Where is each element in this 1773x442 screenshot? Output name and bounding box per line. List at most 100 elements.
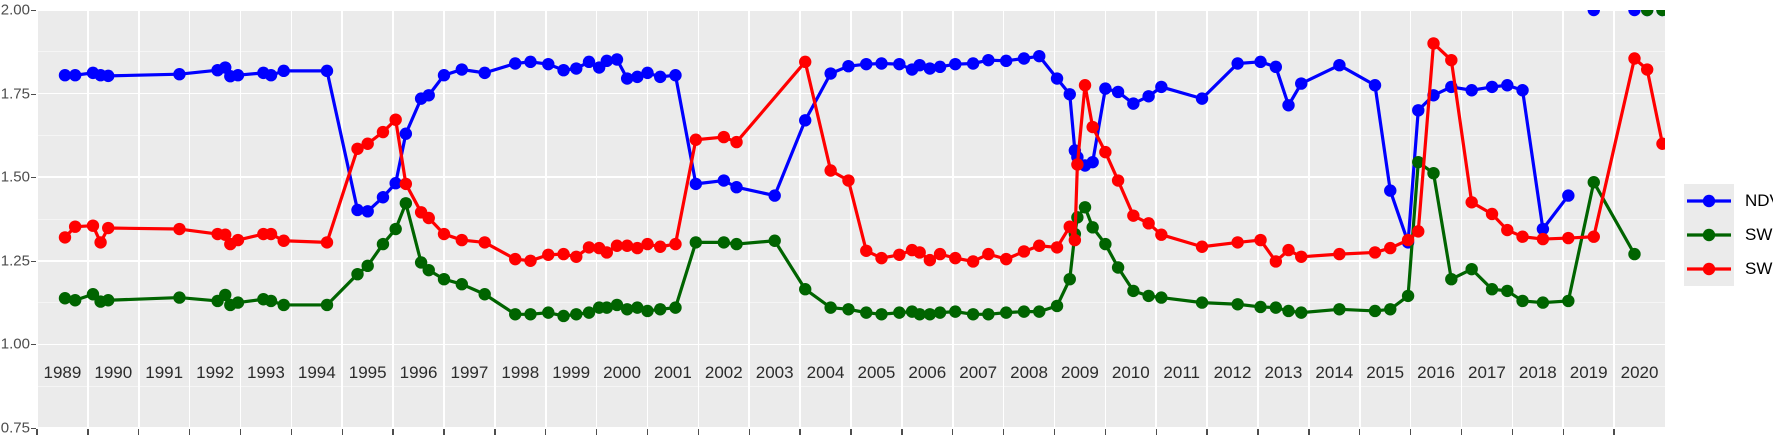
gridline-vertical [646, 10, 649, 428]
data-point [231, 296, 245, 309]
gridline-vertical [1104, 10, 1107, 428]
data-point [264, 69, 278, 82]
gridline-vertical [748, 10, 751, 428]
data-point [1516, 294, 1529, 308]
x-axis-tick-mark [1562, 429, 1564, 435]
x-axis-tick-mark [646, 429, 649, 435]
data-point [1368, 79, 1382, 92]
gridline-vertical [697, 10, 700, 428]
gridline-vertical [901, 10, 903, 428]
data-point [351, 203, 364, 217]
y-axis-tick-mark [31, 428, 36, 429]
data-point [730, 181, 743, 194]
x-axis-tick-mark [392, 429, 394, 435]
data-point [219, 288, 232, 302]
x-axis-tick-mark [1104, 429, 1107, 435]
data-point [524, 55, 537, 69]
data-point [1033, 49, 1046, 63]
data-point [1656, 10, 1665, 17]
x-axis-tick-label: 2005 [857, 363, 896, 382]
data-point [1656, 137, 1665, 150]
x-axis-tick-mark [341, 429, 343, 435]
data-point [654, 70, 667, 84]
data-point [966, 308, 980, 321]
data-point [1401, 289, 1415, 303]
legend-item-ndvi[interactable]: NDVI [1684, 184, 1773, 218]
x-axis-tick-label: 1998 [501, 363, 540, 382]
x-axis-tick-mark [850, 429, 852, 435]
data-point [1587, 176, 1600, 189]
data-point [824, 67, 837, 80]
data-point [620, 303, 634, 316]
data-point [689, 133, 703, 146]
legend-key-swatch [1684, 218, 1734, 252]
data-point [320, 298, 334, 312]
data-point [999, 54, 1013, 68]
y-axis-tick-label: 0.75 [0, 419, 30, 437]
x-axis-tick-mark [545, 429, 547, 435]
gridline-vertical [1053, 10, 1056, 428]
x-axis-tick-label: 2006 [908, 363, 947, 382]
data-point [1111, 174, 1125, 187]
data-point [437, 272, 451, 286]
x-axis-tick-mark [1155, 429, 1157, 435]
data-point [1295, 306, 1308, 319]
data-point [277, 64, 290, 78]
y-axis-tick-label: 1.50 [0, 168, 30, 186]
data-point [641, 304, 654, 318]
legend-item-swir2[interactable]: SWIR2 [1684, 218, 1773, 252]
gridline-vertical [443, 10, 445, 428]
data-point [982, 247, 995, 261]
data-point [1485, 80, 1499, 94]
data-point [58, 69, 72, 82]
data-point [1033, 239, 1046, 252]
data-point [1485, 283, 1499, 296]
legend-item-swir1[interactable]: SWIR1 [1684, 252, 1773, 286]
data-point [524, 308, 537, 321]
x-axis-tick-label: 2000 [603, 363, 641, 382]
data-point [361, 259, 374, 273]
x-axis-tick-mark [952, 429, 954, 435]
gridline-vertical [188, 10, 191, 428]
data-point [557, 247, 570, 261]
data-point [68, 220, 82, 233]
data-point [875, 57, 888, 70]
data-point [1587, 10, 1600, 17]
x-axis-tick-label: 2020 [1620, 363, 1659, 382]
data-point [717, 174, 731, 187]
legend-key-swatch [1684, 184, 1734, 218]
data-point [1445, 53, 1458, 67]
data-point [923, 253, 937, 267]
data-point [999, 252, 1013, 266]
data-point [68, 294, 82, 307]
y-axis: 0.75 1.00 1.25 1.50 1.75 2.00 [0, 0, 30, 442]
data-point [1078, 79, 1092, 92]
data-point [631, 241, 644, 255]
data-point [1516, 84, 1529, 97]
data-point [1155, 291, 1168, 304]
data-point [600, 54, 613, 68]
data-point [717, 236, 731, 249]
data-point [570, 308, 583, 321]
data-point [570, 250, 583, 263]
gridline-vertical [341, 10, 344, 428]
data-point [1516, 230, 1529, 243]
data-point [1628, 10, 1641, 17]
data-point [689, 177, 703, 191]
chart-legend: NDVI SWIR2 SWIR1 [1684, 180, 1773, 290]
gridline-vertical [239, 10, 242, 428]
data-point [1142, 289, 1155, 303]
data-point [94, 236, 107, 249]
data-point [58, 292, 72, 305]
x-axis-tick-mark [1359, 429, 1361, 435]
data-point [1465, 84, 1478, 97]
data-point [455, 278, 469, 291]
data-point [799, 114, 812, 127]
data-point [1086, 120, 1099, 134]
x-axis-ticks [36, 429, 1665, 437]
legend-item-label: NDVI [1745, 191, 1773, 210]
data-point [455, 233, 469, 247]
x-axis-tick-mark [1257, 429, 1259, 435]
data-point [730, 237, 743, 251]
x-axis-tick-mark [239, 429, 242, 435]
